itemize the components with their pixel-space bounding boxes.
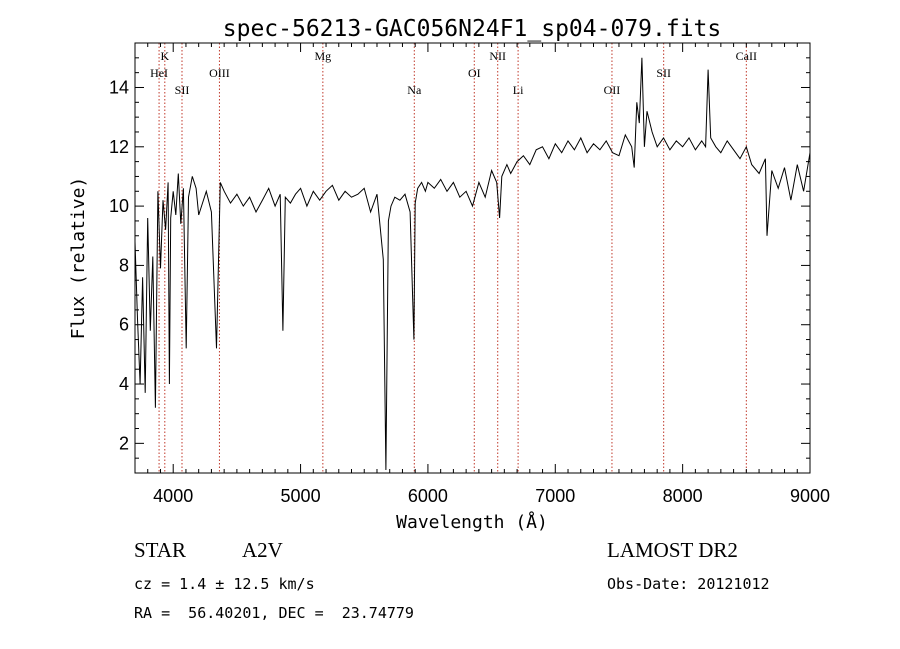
x-tick-label: 8000 xyxy=(663,486,703,506)
x-tick-label: 7000 xyxy=(535,486,575,506)
y-axis-label: Flux (relative) xyxy=(68,177,89,340)
marker-label-11: CaII xyxy=(736,49,757,63)
plot-frame xyxy=(134,42,811,474)
subclass: A2V xyxy=(242,538,283,562)
y-axis: 2 4 6 8 10 12 14 xyxy=(109,42,810,459)
marker-label-10: SII xyxy=(656,66,671,80)
spectrum-line xyxy=(134,57,811,471)
marker-label-4: Mg xyxy=(315,49,332,63)
x-axis: 4000 5000 6000 7000 8000 9000 xyxy=(134,43,830,506)
x-axis-label: Wavelength (Å) xyxy=(396,511,548,533)
y-tick-label: 8 xyxy=(119,255,129,275)
line-markers: K HeI SII OIII Mg Na OI NII Li OII SII CaII xyxy=(150,43,757,473)
object-type: STAR xyxy=(134,538,186,562)
x-tick-label: 6000 xyxy=(408,486,448,506)
marker-label-0: K xyxy=(160,49,169,63)
marker-label-8: Li xyxy=(513,83,524,97)
marker-label-3: OIII xyxy=(209,66,230,80)
y-tick-label: 6 xyxy=(119,315,129,335)
y-tick-label: 10 xyxy=(109,196,129,216)
y-tick-label: 12 xyxy=(109,137,129,157)
cz-value: cz = 1.4 ± 12.5 km/s xyxy=(134,575,315,593)
survey-name: LAMOST DR2 xyxy=(607,538,738,562)
y-tick-label: 14 xyxy=(109,77,129,97)
marker-label-6: OI xyxy=(468,66,481,80)
x-tick-label: 4000 xyxy=(153,486,193,506)
y-tick-label: 2 xyxy=(119,433,129,453)
x-tick-label: 5000 xyxy=(281,486,321,506)
obs-date: Obs-Date: 20121012 xyxy=(607,575,770,593)
coordinates: RA = 56.40201, DEC = 23.74779 xyxy=(134,604,414,622)
marker-label-7: NII xyxy=(489,49,506,63)
y-tick-label: 4 xyxy=(119,374,129,394)
marker-label-9: OII xyxy=(604,83,621,97)
marker-label-5: Na xyxy=(407,83,422,97)
marker-label-2: SII xyxy=(175,83,190,97)
x-tick-label: 9000 xyxy=(790,486,830,506)
chart-title: spec-56213-GAC056N24F1_sp04-079.fits xyxy=(223,16,722,42)
marker-label-1: HeI xyxy=(150,66,168,80)
